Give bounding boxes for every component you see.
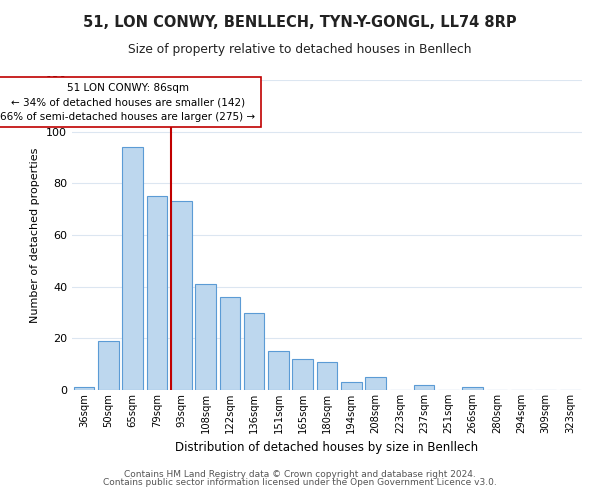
Bar [146, 196, 167, 390]
Bar [122, 147, 143, 390]
Text: Size of property relative to detached houses in Benllech: Size of property relative to detached ho… [128, 42, 472, 56]
Bar [268, 351, 289, 390]
Bar [463, 388, 483, 390]
Bar [292, 359, 313, 390]
Bar [244, 312, 265, 390]
Bar [98, 341, 119, 390]
Y-axis label: Number of detached properties: Number of detached properties [31, 148, 40, 322]
Bar [195, 284, 216, 390]
Bar [365, 377, 386, 390]
Bar [317, 362, 337, 390]
Bar [341, 382, 362, 390]
Bar [74, 388, 94, 390]
Text: 51 LON CONWY: 86sqm
← 34% of detached houses are smaller (142)
66% of semi-detac: 51 LON CONWY: 86sqm ← 34% of detached ho… [0, 82, 256, 122]
Bar [220, 297, 240, 390]
Text: Contains public sector information licensed under the Open Government Licence v3: Contains public sector information licen… [103, 478, 497, 487]
Text: Contains HM Land Registry data © Crown copyright and database right 2024.: Contains HM Land Registry data © Crown c… [124, 470, 476, 479]
Bar [171, 202, 191, 390]
Bar [414, 385, 434, 390]
Text: 51, LON CONWY, BENLLECH, TYN-Y-GONGL, LL74 8RP: 51, LON CONWY, BENLLECH, TYN-Y-GONGL, LL… [83, 15, 517, 30]
X-axis label: Distribution of detached houses by size in Benllech: Distribution of detached houses by size … [175, 442, 479, 454]
